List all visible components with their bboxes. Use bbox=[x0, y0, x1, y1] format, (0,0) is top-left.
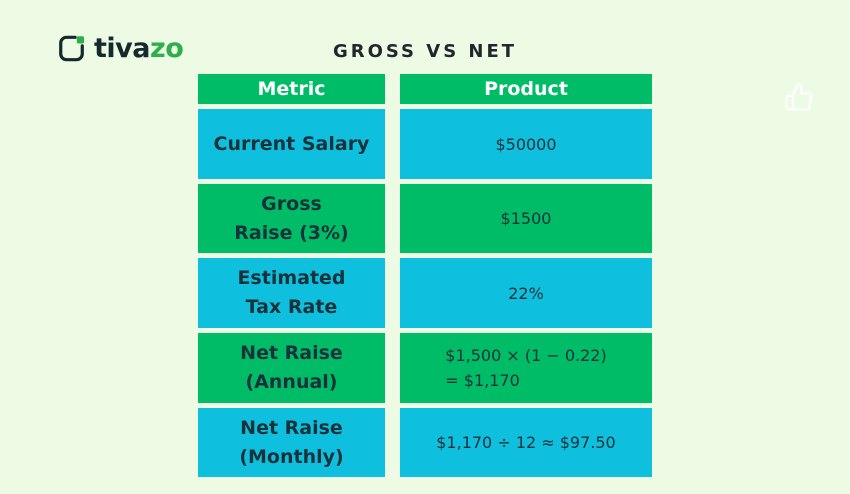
page-title: GROSS VS NET bbox=[332, 41, 518, 62]
metric-text: (Monthly) bbox=[239, 445, 344, 468]
value-text: 22% bbox=[508, 283, 544, 303]
column-header-label: Product bbox=[484, 78, 568, 100]
column-header-metric: Metric bbox=[198, 74, 385, 104]
value-text: $1,170 ÷ 12 ≈ $97.50 bbox=[436, 433, 616, 452]
metric-text: Raise (3%) bbox=[234, 221, 349, 244]
value-cell-estimated-tax-rate: 22% bbox=[400, 258, 652, 328]
value-cell-gross-raise: $1500 bbox=[400, 184, 652, 253]
comparison-table: Metric Product Current Salary $50000 Gro… bbox=[198, 74, 652, 477]
brand-suffix: zo bbox=[149, 33, 184, 64]
metric-text: Net Raise bbox=[240, 416, 343, 439]
metric-cell-gross-raise: Gross Raise (3%) bbox=[198, 184, 385, 253]
value-cell-net-raise-monthly: $1,170 ÷ 12 ≈ $97.50 bbox=[400, 408, 652, 477]
metric-text: Estimated bbox=[237, 267, 346, 289]
tivazo-mark-icon bbox=[59, 35, 85, 62]
value-cell-net-raise-annual: $1,500 × (1 − 0.22) = $1,170 bbox=[400, 333, 652, 403]
metric-text: Net Raise bbox=[240, 342, 343, 364]
column-header-product: Product bbox=[400, 74, 652, 104]
metric-text: Gross bbox=[261, 192, 322, 215]
value-text: = $1,170 bbox=[445, 371, 520, 390]
brand-wordmark: tivazo bbox=[94, 33, 184, 64]
value-text: $1,500 × (1 − 0.22) bbox=[445, 346, 607, 365]
column-header-label: Metric bbox=[257, 78, 326, 100]
thumbs-up-icon bbox=[784, 82, 814, 112]
value-text: $1500 bbox=[500, 209, 552, 228]
metric-cell-net-raise-monthly: Net Raise (Monthly) bbox=[198, 408, 385, 477]
metric-text: (Annual) bbox=[245, 371, 338, 393]
brand-logo: tivazo bbox=[57, 33, 184, 64]
metric-cell-net-raise-annual: Net Raise (Annual) bbox=[198, 333, 385, 403]
brand-prefix: tiva bbox=[94, 33, 150, 64]
metric-cell-estimated-tax-rate: Estimated Tax Rate bbox=[198, 258, 385, 328]
metric-text: Current Salary bbox=[213, 132, 370, 155]
value-cell-current-salary: $50000 bbox=[400, 109, 652, 179]
metric-text: Tax Rate bbox=[245, 296, 338, 318]
metric-cell-current-salary: Current Salary bbox=[198, 109, 385, 179]
value-text: $50000 bbox=[495, 134, 557, 154]
